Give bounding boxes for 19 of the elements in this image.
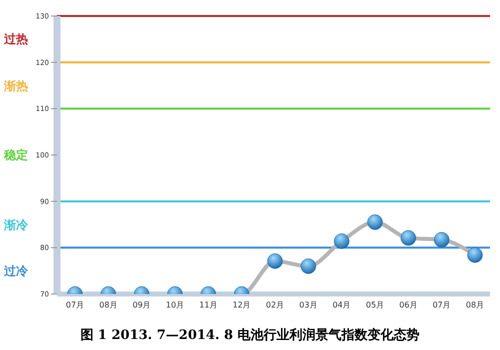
text: 渐冷: [4, 216, 28, 232]
x-tick-label: 07月: [432, 300, 451, 310]
text: 过热: [4, 31, 28, 48]
x-tick-label: 03月: [299, 300, 318, 310]
x-tick-label: 07月: [66, 300, 84, 310]
x-tick-label: 09月: [132, 300, 151, 310]
x-tick-label: 05月: [366, 300, 384, 310]
text: 渐热: [4, 78, 28, 94]
x-tick-label: 04月: [332, 300, 351, 310]
text: 过冷: [4, 262, 28, 279]
x-tick-label: 10月: [166, 300, 184, 310]
text: 图 1 2013. 7—2014. 8 电池行业利润景气指数变化态势: [79, 326, 421, 344]
x-tick-label: 08月: [99, 300, 118, 310]
x-tick-label: 02月: [266, 300, 284, 310]
x-tick-label: 11月: [199, 300, 218, 310]
text: 稳定: [4, 147, 28, 163]
x-tick-label: 08月: [466, 300, 484, 310]
x-tick-label: 06月: [399, 300, 418, 310]
x-tick-label: 12月: [232, 300, 251, 310]
